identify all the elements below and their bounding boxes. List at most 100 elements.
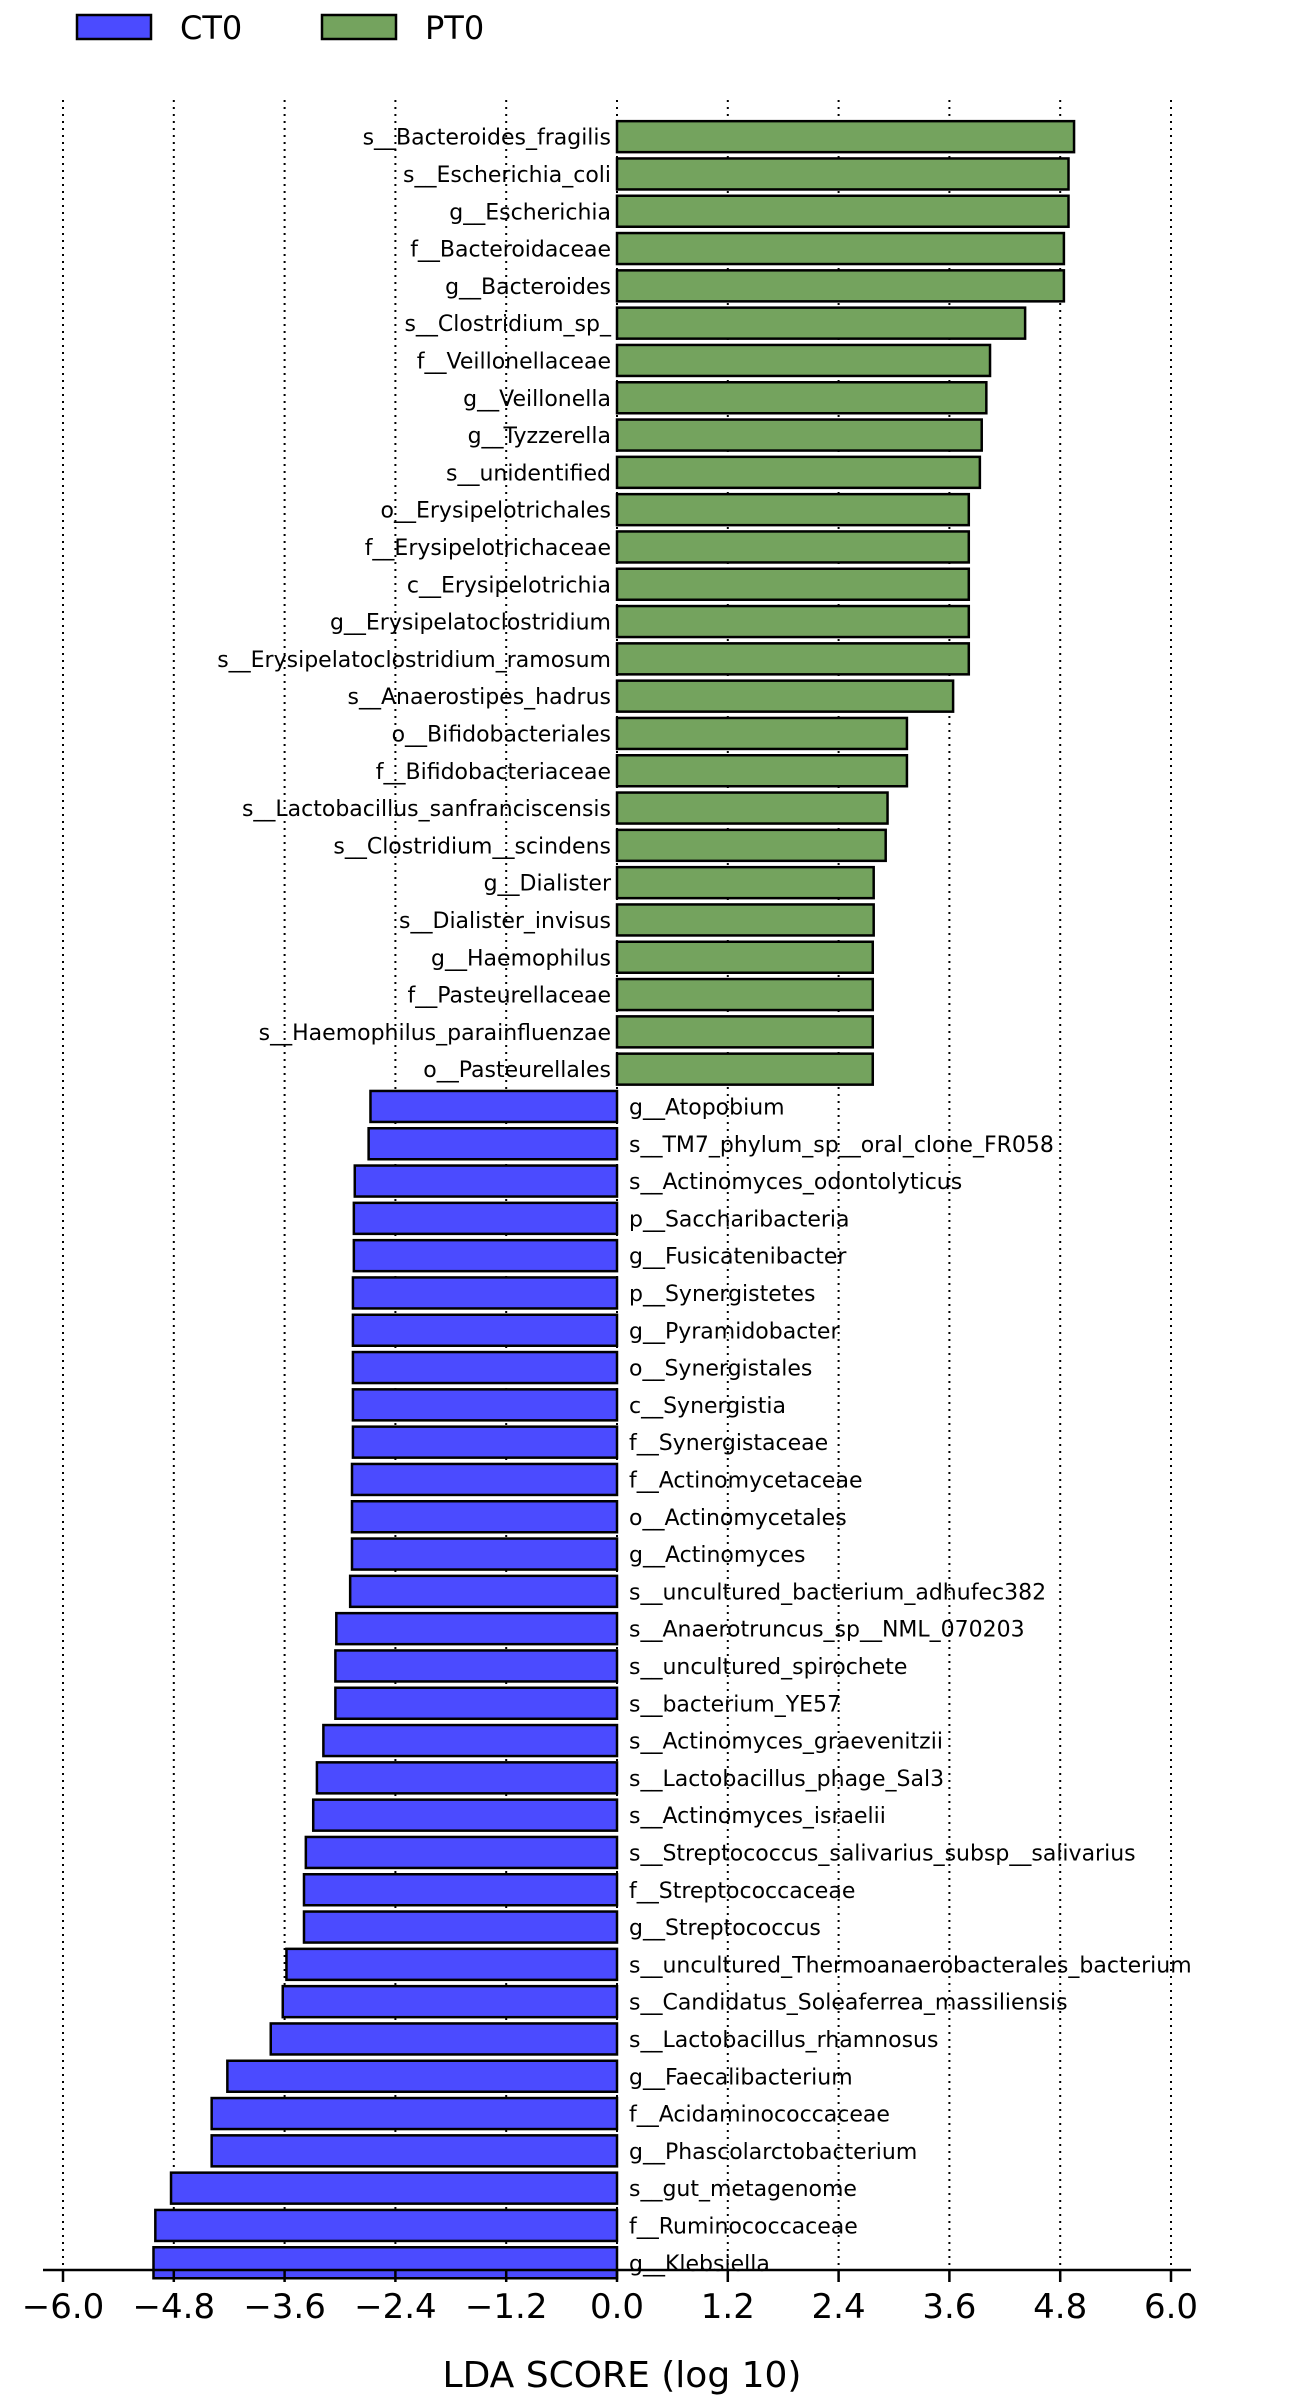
bar-label: g__Erysipelatoclostridium: [330, 611, 611, 636]
bar: [352, 1238, 619, 1273]
bar: [615, 269, 1066, 303]
bar: [615, 642, 971, 676]
bar: [615, 567, 971, 601]
bar-label: s__Lactobacillus_sanfranciscensis: [242, 797, 611, 822]
bar-label: g__Atopobium: [629, 1095, 785, 1120]
bar: [615, 1015, 875, 1049]
bar: [615, 381, 988, 415]
x-tick-label: −6.0: [22, 2287, 105, 2327]
bar: [210, 2096, 619, 2131]
bar-label: f__Erysipelotrichaceae: [365, 536, 611, 561]
bar: [615, 828, 887, 863]
x-tick-label: −1.2: [465, 2287, 548, 2327]
bar: [615, 977, 875, 1012]
bar: [352, 1201, 619, 1236]
bar: [367, 1127, 619, 1161]
bar: [315, 1761, 619, 1795]
bar-label: s__Actinomyces_israelii: [629, 1804, 886, 1829]
bar: [351, 1276, 619, 1310]
bar-labels: s__Bacteroides_fragilis s__Escherichia_co…: [217, 126, 1191, 2277]
bar-label: s__Actinomyces_odontolyticus: [629, 1170, 962, 1195]
bar: [334, 1649, 619, 1683]
bar: [350, 1462, 619, 1497]
x-tick-label: −4.8: [133, 2287, 216, 2327]
bar: [615, 791, 889, 825]
bar-label: s__Haemophilus_parainfluenzae: [259, 1021, 611, 1046]
bar: [615, 679, 955, 713]
bar: [348, 1574, 619, 1609]
bar: [311, 1798, 619, 1832]
bar-label: o__Actinomycetales: [629, 1506, 847, 1531]
x-tick-label: 3.6: [922, 2287, 976, 2327]
bar: [351, 1313, 619, 1347]
bar: [269, 2022, 619, 2056]
bar-label: s__bacterium_YE57: [629, 1692, 841, 1717]
bar-label: s__uncultured_spirochete: [629, 1655, 907, 1680]
bar: [302, 1873, 619, 1907]
bar-label: g__Bacteroides: [445, 275, 611, 300]
bar-label: f__Bacteroidaceae: [410, 238, 611, 263]
x-tick-label: −3.6: [243, 2287, 326, 2327]
bar-label: o__Erysipelotrichales: [381, 499, 611, 524]
bar: [615, 194, 1070, 228]
x-tick-label: −2.4: [354, 2287, 437, 2327]
bar-label: f__Veillonellaceae: [417, 349, 611, 374]
x-tick-label: 2.4: [812, 2287, 866, 2327]
bar: [615, 418, 983, 452]
bar-label: g__Streptococcus: [629, 1916, 821, 1941]
x-tick-label: 1.2: [701, 2287, 755, 2327]
bar: [615, 530, 971, 564]
bar: [353, 1164, 619, 1198]
bar: [615, 604, 971, 639]
bar: [615, 716, 909, 751]
bar: [322, 1723, 619, 1758]
legend-label-ct0: CT0: [180, 9, 242, 47]
bar: [615, 1052, 875, 1086]
bar: [154, 2208, 619, 2243]
bar-label: f__Synergistaceae: [629, 1431, 828, 1456]
bar: [226, 2059, 619, 2093]
bar-label: s__gut_metagenome: [629, 2177, 857, 2202]
legend: CT0 PT0: [75, 9, 484, 47]
bar-label: s__Streptococcus_salivarius_subsp__saliv…: [629, 1841, 1136, 1866]
x-tick-label: 0.0: [590, 2287, 644, 2327]
bar-label: s__Clostridium_sp_: [404, 312, 612, 337]
bars: [152, 119, 1076, 2280]
bar: [152, 2246, 619, 2280]
bar-label: s__Anaerotruncus_sp__NML_070203: [629, 1618, 1025, 1643]
bar: [335, 1611, 619, 1646]
bar: [615, 231, 1066, 266]
bar-label: s__unidentified: [446, 461, 611, 486]
legend-swatch-ct0: [75, 13, 153, 41]
bar-label: s__Dialister_invisus: [399, 909, 611, 934]
bar: [302, 1910, 619, 1944]
bar: [369, 1089, 619, 1124]
x-tick-label: 6.0: [1144, 2287, 1198, 2327]
bar-label: s__Bacteroides_fragilis: [363, 126, 611, 151]
bar-label: s__Erysipelatoclostridium_ramosum: [217, 648, 611, 673]
bar-label: f__Actinomycetaceae: [629, 1468, 862, 1493]
x-axis: −6.0 −4.8 −3.6 −2.4 −1.2 0.0 1.2 2.4 3.6 4.8 6.0: [22, 2268, 1198, 2327]
bar-label: s__Lactobacillus_rhamnosus: [629, 2028, 938, 2053]
bar-label: c__Erysipelotrichia: [407, 573, 611, 598]
bar: [615, 903, 875, 937]
bar: [351, 1388, 619, 1422]
bar-label: s__Clostridium__scindens: [333, 834, 611, 859]
bar-label: s__Actinomyces_graevenitzii: [629, 1730, 943, 1755]
bar-label: s__Lactobacillus_phage_Sal3: [629, 1767, 944, 1792]
bar: [281, 1984, 619, 2019]
bar-label: g__Dialister: [484, 872, 612, 897]
bar-label: g__Pyramidobacter: [629, 1319, 840, 1344]
legend-label-pt0: PT0: [425, 9, 484, 47]
bar-label: g__Phascolarctobacterium: [629, 2140, 917, 2165]
bar: [334, 1686, 619, 1720]
bar-label: f__Bifidobacteriaceae: [376, 760, 611, 785]
bar-label: s__Candidatus_Soleaferrea_massiliensis: [629, 1991, 1068, 2016]
bar-label: f__Pasteurellaceae: [407, 984, 611, 1009]
bar-label: g__Faecalibacterium: [629, 2065, 853, 2090]
bar-label: c__Synergistia: [629, 1394, 786, 1419]
bar-label: g__Actinomyces: [629, 1543, 805, 1568]
bar: [615, 157, 1070, 191]
bar-label: f__Streptococcaceae: [629, 1879, 855, 1904]
bar-label: g__Haemophilus: [431, 946, 611, 971]
